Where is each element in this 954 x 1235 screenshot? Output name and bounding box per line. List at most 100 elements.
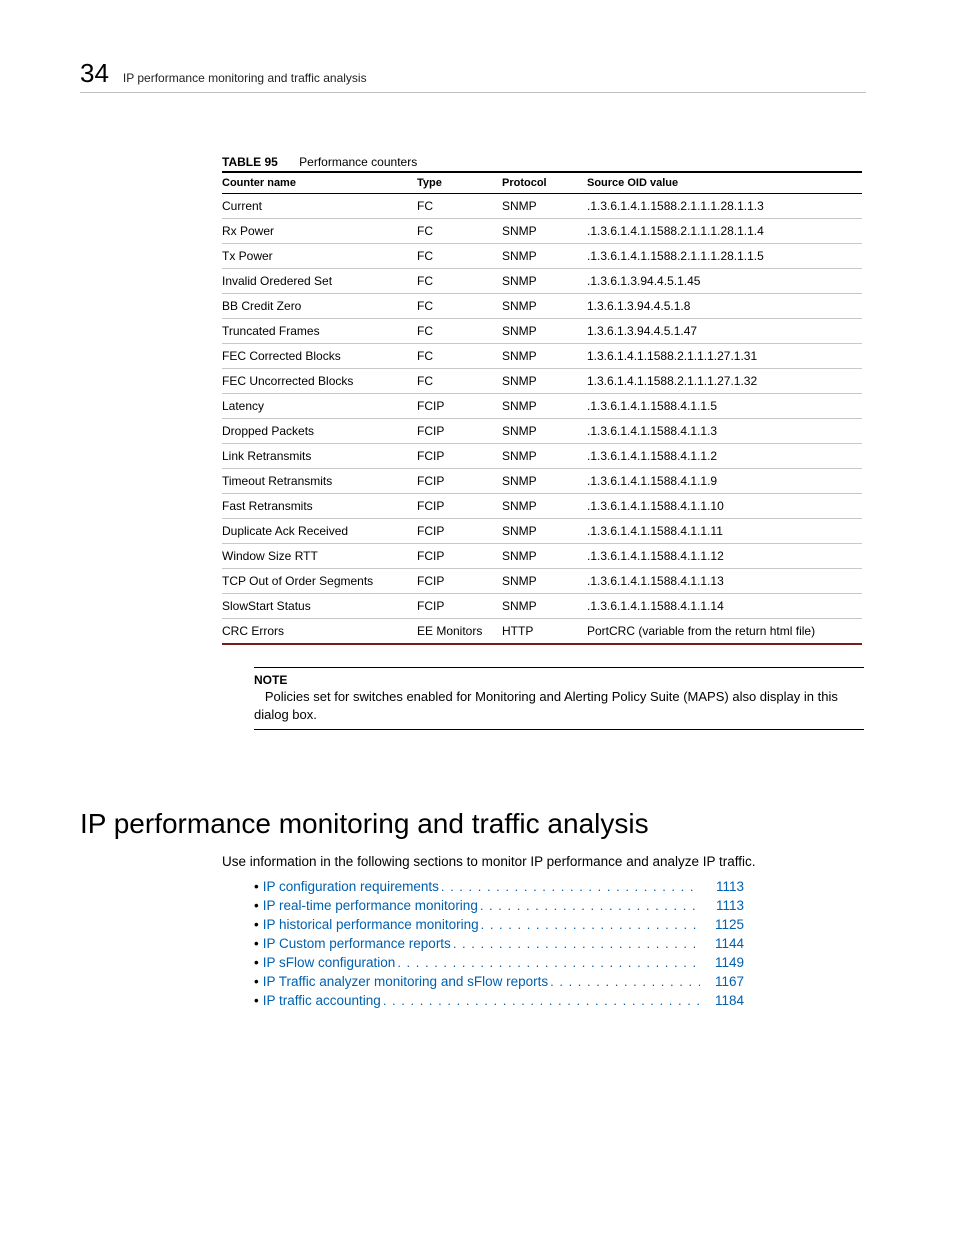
table-cell: FC [417,269,502,294]
table-cell: FEC Corrected Blocks [222,344,417,369]
toc-link[interactable]: IP historical performance monitoring [263,917,479,932]
table-row: Fast RetransmitsFCIPSNMP.1.3.6.1.4.1.158… [222,494,862,519]
table-row: FEC Uncorrected BlocksFCSNMP1.3.6.1.4.1.… [222,369,862,394]
table-cell: .1.3.6.1.4.1.1588.4.1.1.3 [587,419,862,444]
toc-page-link[interactable]: 1149 [704,955,744,970]
table-row: Duplicate Ack ReceivedFCIPSNMP.1.3.6.1.4… [222,519,862,544]
table-cell: FEC Uncorrected Blocks [222,369,417,394]
table-cell: 1.3.6.1.3.94.4.5.1.47 [587,319,862,344]
table-cell: SNMP [502,344,587,369]
table-row: LatencyFCIPSNMP.1.3.6.1.4.1.1588.4.1.1.5 [222,394,862,419]
toc-list: • IP configuration requirements . . . . .… [254,879,744,1008]
toc-link[interactable]: IP real-time performance monitoring [263,898,478,913]
toc-leader: . . . . . . . . . . . . . . . . . . . . … [441,879,700,894]
note-text: Policies set for switches enabled for Mo… [254,688,864,723]
table-cell: .1.3.6.1.4.1.1588.4.1.1.2 [587,444,862,469]
table-cell: FC [417,194,502,219]
table-cell: .1.3.6.1.4.1.1588.4.1.1.13 [587,569,862,594]
table-cell: .1.3.6.1.4.1.1588.4.1.1.9 [587,469,862,494]
table-cell: .1.3.6.1.4.1.1588.4.1.1.10 [587,494,862,519]
table-row: Rx PowerFCSNMP.1.3.6.1.4.1.1588.2.1.1.1.… [222,219,862,244]
page-number: 34 [80,60,109,86]
table-cell: Timeout Retransmits [222,469,417,494]
toc-item: • IP Traffic analyzer monitoring and sFlo… [254,974,744,989]
table-cell: Truncated Frames [222,319,417,344]
table-cell: 1.3.6.1.4.1.1588.2.1.1.1.27.1.32 [587,369,862,394]
toc-item: •IP real-time performance monitoring . .… [254,898,744,913]
toc-item: •IP sFlow configuration . . . . . . . . … [254,955,744,970]
table-cell: Invalid Oredered Set [222,269,417,294]
running-title: IP performance monitoring and traffic an… [123,71,367,85]
table-cell: SNMP [502,219,587,244]
table-cell: FCIP [417,594,502,619]
table-cell: .1.3.6.1.4.1.1588.2.1.1.1.28.1.1.3 [587,194,862,219]
toc-link[interactable]: IP Custom performance reports [263,936,451,951]
toc-leader: . . . . . . . . . . . . . . . . . . . . … [550,974,700,989]
table-cell: Latency [222,394,417,419]
table-cell: Rx Power [222,219,417,244]
bullet-icon: • [254,993,259,1008]
table-cell: FCIP [417,519,502,544]
toc-link[interactable]: IP sFlow configuration [263,955,396,970]
table-cell: EE Monitors [417,619,502,645]
table-cell: .1.3.6.1.3.94.4.5.1.45 [587,269,862,294]
table-cell: SNMP [502,594,587,619]
table-cell: FC [417,319,502,344]
bullet-icon: • [254,974,259,989]
page-header: 34 IP performance monitoring and traffic… [80,60,866,93]
table-cell: FC [417,294,502,319]
bullet-icon: • [254,955,259,970]
table-cell: .1.3.6.1.4.1.1588.2.1.1.1.28.1.1.4 [587,219,862,244]
note-block: NOTE Policies set for switches enabled f… [254,667,864,730]
table-cell: FC [417,369,502,394]
table-cell: SNMP [502,369,587,394]
table-cell: FCIP [417,494,502,519]
table-cell: Dropped Packets [222,419,417,444]
toc-leader: . . . . . . . . . . . . . . . . . . . . … [480,898,700,913]
col-type: Type [417,172,502,194]
toc-leader: . . . . . . . . . . . . . . . . . . . . … [481,917,700,932]
bullet-icon: • [254,936,259,951]
table-cell: FC [417,344,502,369]
table-cell: Current [222,194,417,219]
toc-page-link[interactable]: 1167 [704,974,744,989]
table-cell: 1.3.6.1.3.94.4.5.1.8 [587,294,862,319]
toc-page-link[interactable]: 1144 [704,936,744,951]
table-cell: SNMP [502,269,587,294]
toc-page-link[interactable]: 1184 [704,993,744,1008]
table-cell: .1.3.6.1.4.1.1588.4.1.1.11 [587,519,862,544]
table-title: Performance counters [299,155,417,169]
table-cell: SNMP [502,294,587,319]
performance-counters-table: Counter name Type Protocol Source OID va… [222,171,862,645]
table-cell: FCIP [417,419,502,444]
toc-page-link[interactable]: 1125 [704,917,744,932]
table-row: Truncated FramesFCSNMP1.3.6.1.3.94.4.5.1… [222,319,862,344]
table-row: Dropped PacketsFCIPSNMP.1.3.6.1.4.1.1588… [222,419,862,444]
toc-page-link[interactable]: 1113 [704,898,744,913]
section-heading: IP performance monitoring and traffic an… [80,808,866,840]
table-cell: Window Size RTT [222,544,417,569]
toc-item: •IP configuration requirements . . . . .… [254,879,744,894]
table-cell: SNMP [502,469,587,494]
table-cell: SNMP [502,419,587,444]
table-cell: SNMP [502,544,587,569]
col-counter-name: Counter name [222,172,417,194]
table-cell: BB Credit Zero [222,294,417,319]
toc-link[interactable]: IP traffic accounting [263,993,381,1008]
toc-page-link[interactable]: 1113 [704,879,744,894]
toc-item: • IP historical performance monitoring . … [254,917,744,932]
bullet-icon: • [254,917,259,932]
toc-link[interactable]: IP Traffic analyzer monitoring and sFlow… [263,974,548,989]
toc-leader: . . . . . . . . . . . . . . . . . . . . … [383,993,700,1008]
table-row: Tx PowerFCSNMP.1.3.6.1.4.1.1588.2.1.1.1.… [222,244,862,269]
table-cell: PortCRC (variable from the return html f… [587,619,862,645]
table-cell: FCIP [417,394,502,419]
table-cell: SNMP [502,394,587,419]
table-cell: Duplicate Ack Received [222,519,417,544]
table-cell: HTTP [502,619,587,645]
toc-link[interactable]: IP configuration requirements [263,879,439,894]
table-row: FEC Corrected BlocksFCSNMP1.3.6.1.4.1.15… [222,344,862,369]
table-cell: .1.3.6.1.4.1.1588.2.1.1.1.28.1.1.5 [587,244,862,269]
table-cell: Fast Retransmits [222,494,417,519]
table-cell: FCIP [417,469,502,494]
